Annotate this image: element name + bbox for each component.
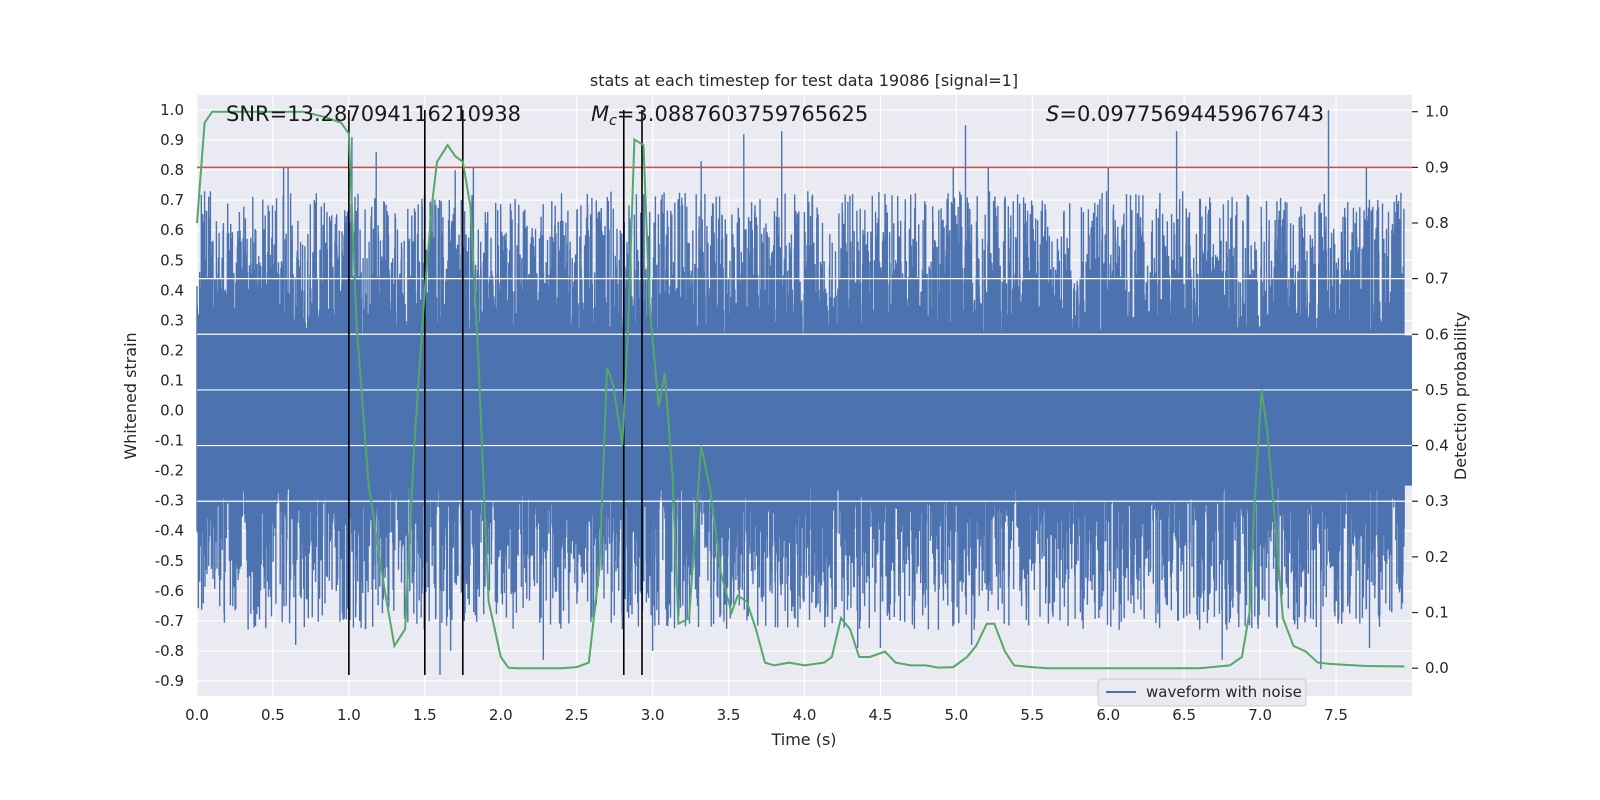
y-tick-label: -0.9 xyxy=(155,672,184,690)
y2-tick-label: 0.3 xyxy=(1425,492,1449,510)
y-axis-label: Whitened strain xyxy=(121,332,140,459)
x-tick-label: 2.0 xyxy=(489,706,513,724)
legend-waveform-label: waveform with noise xyxy=(1146,683,1302,701)
y2-tick-label: 0.2 xyxy=(1425,548,1449,566)
y-tick-label: 0.8 xyxy=(160,161,184,179)
y2-tick-label: 0.9 xyxy=(1425,158,1449,176)
legend-box xyxy=(1097,678,1307,707)
y2-tick-label: 0.7 xyxy=(1425,270,1449,288)
legend: waveform with noise xyxy=(1097,678,1307,707)
y2-tick-label: 0.1 xyxy=(1425,604,1449,622)
y-tick-label: 0.0 xyxy=(160,402,184,420)
chart-title: stats at each timestep for test data 190… xyxy=(590,71,1018,90)
y-tick-label: -0.2 xyxy=(155,462,184,480)
y-tick-label: 0.5 xyxy=(160,251,184,269)
x-tick-label: 1.5 xyxy=(413,706,437,724)
x-tick-label: 4.5 xyxy=(869,706,893,724)
x-tick-label: 7.5 xyxy=(1324,706,1348,724)
x-tick-label: 5.0 xyxy=(944,706,968,724)
y-tick-label: -0.6 xyxy=(155,582,184,600)
y2-tick-label: 0.8 xyxy=(1425,214,1449,232)
y2-axis-label: Detection probability xyxy=(1451,312,1470,480)
x-tick-label: 0.0 xyxy=(185,706,209,724)
y2-tick-label: 1.0 xyxy=(1425,103,1449,121)
detection-probability-series xyxy=(196,110,1405,670)
y2-tick-label: 0.0 xyxy=(1425,659,1449,677)
x-tick-label: 6.0 xyxy=(1096,706,1120,724)
x-tick-label: 0.5 xyxy=(261,706,285,724)
y-tick-label: 0.7 xyxy=(160,191,184,209)
axes: 0.0 0.5 1.0 1.5 2.0 2.5 3.0 3.5 4.0 4.5 5.0 5.5 6.0 6… xyxy=(155,101,1449,724)
waveform-core-band xyxy=(197,335,1412,486)
x-tick-label: 6.5 xyxy=(1172,706,1196,724)
y-tick-label: 0.4 xyxy=(160,281,184,299)
y-tick-label: 0.1 xyxy=(160,371,184,389)
x-tick-label: 3.5 xyxy=(717,706,741,724)
s-annotation: S=0.09775694459676743 xyxy=(1046,102,1324,126)
x-tick-label: 5.5 xyxy=(1020,706,1044,724)
snr-annotation: SNR=13.287094116210938 xyxy=(226,102,521,126)
y-tick-label: -0.1 xyxy=(155,432,184,450)
y-tick-label: -0.7 xyxy=(155,612,184,630)
y-tick-label: 1.0 xyxy=(160,101,184,119)
y-tick-label: 0.3 xyxy=(160,311,184,329)
x-tick-label: 1.0 xyxy=(337,706,361,724)
y-tick-label: -0.8 xyxy=(155,642,184,660)
y-tick-label: 0.6 xyxy=(160,221,184,239)
y2-tick-label: 0.4 xyxy=(1425,437,1449,455)
detection-probability-line xyxy=(196,110,1405,670)
y-tick-label: 0.2 xyxy=(160,341,184,359)
y-tick-label: -0.3 xyxy=(155,492,184,510)
y-tick-label: -0.5 xyxy=(155,552,184,570)
x-tick-label: 2.5 xyxy=(565,706,589,724)
x-tick-label: 3.0 xyxy=(641,706,665,724)
x-axis-label: Time (s) xyxy=(770,730,836,749)
y2-tick-label: 0.6 xyxy=(1425,325,1449,343)
y-tick-label: -0.4 xyxy=(155,522,184,540)
x-tick-label: 4.0 xyxy=(793,706,817,724)
x-tick-label: 7.0 xyxy=(1248,706,1272,724)
waveform-series xyxy=(196,110,1412,675)
overlay-lines xyxy=(197,110,1412,675)
chirp-mass-annotation: Mc=3.0887603759765625 xyxy=(591,102,868,129)
y2-tick-label: 0.5 xyxy=(1425,381,1449,399)
y-tick-label: 0.9 xyxy=(160,131,184,149)
